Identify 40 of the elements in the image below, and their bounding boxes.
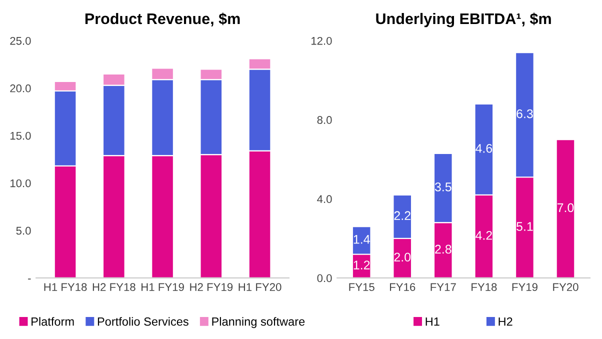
legend-label: H2	[498, 317, 512, 326]
x-tick-label: FY17	[430, 283, 456, 291]
data-label: 2.2	[394, 211, 410, 220]
data-label: 4.2	[476, 230, 492, 240]
data-label: 4.6	[476, 144, 492, 153]
y-tick-label: 4.0	[317, 195, 332, 204]
x-tick-label: H2 FY19	[190, 283, 233, 292]
y-tick-label: 25.0	[10, 36, 31, 45]
legend-label: H1	[426, 318, 440, 326]
x-tick-label: FY16	[390, 283, 416, 292]
x-tick-label: H1 FY20	[238, 283, 282, 292]
data-label: 2.0	[394, 252, 411, 262]
x-tick-label: FY20	[553, 283, 578, 292]
data-label: 6.3	[516, 109, 533, 118]
data-label: 2.8	[435, 244, 452, 254]
chart-title: Underlying EBITDA¹, $m	[376, 12, 551, 28]
y-tick-label: 15.0	[10, 132, 31, 140]
data-label: 1.2	[354, 260, 370, 270]
data-label: 3.5	[434, 182, 452, 192]
data-label: 1.4	[354, 235, 370, 244]
x-tick-label: H1 FY18	[44, 283, 87, 292]
legend-label: Portfolio Services	[98, 317, 188, 326]
y-tick-label: 5.0	[16, 226, 31, 235]
x-tick-label: H2 FY18	[92, 283, 136, 292]
y-tick-label: -	[28, 278, 31, 280]
y-tick-label: 10.0	[10, 179, 31, 188]
chart-title: Product Revenue, $m	[85, 12, 240, 26]
data-label: 5.1	[516, 222, 533, 231]
data-label: 7.0	[557, 203, 574, 212]
y-tick-label: 8.0	[317, 116, 332, 124]
x-tick-label: FY18	[472, 283, 497, 292]
legend-label: Platform	[32, 317, 74, 326]
x-tick-label: FY15	[349, 283, 374, 292]
x-tick-label: FY19	[512, 283, 538, 292]
y-tick-label: 20.0	[10, 84, 31, 92]
legend-label: Planning software	[212, 317, 305, 328]
x-tick-label: H1 FY19	[142, 283, 184, 292]
bar	[556, 139, 576, 278]
y-tick-label: 12.0	[311, 36, 332, 45]
y-tick-label: 0.0	[317, 274, 332, 282]
